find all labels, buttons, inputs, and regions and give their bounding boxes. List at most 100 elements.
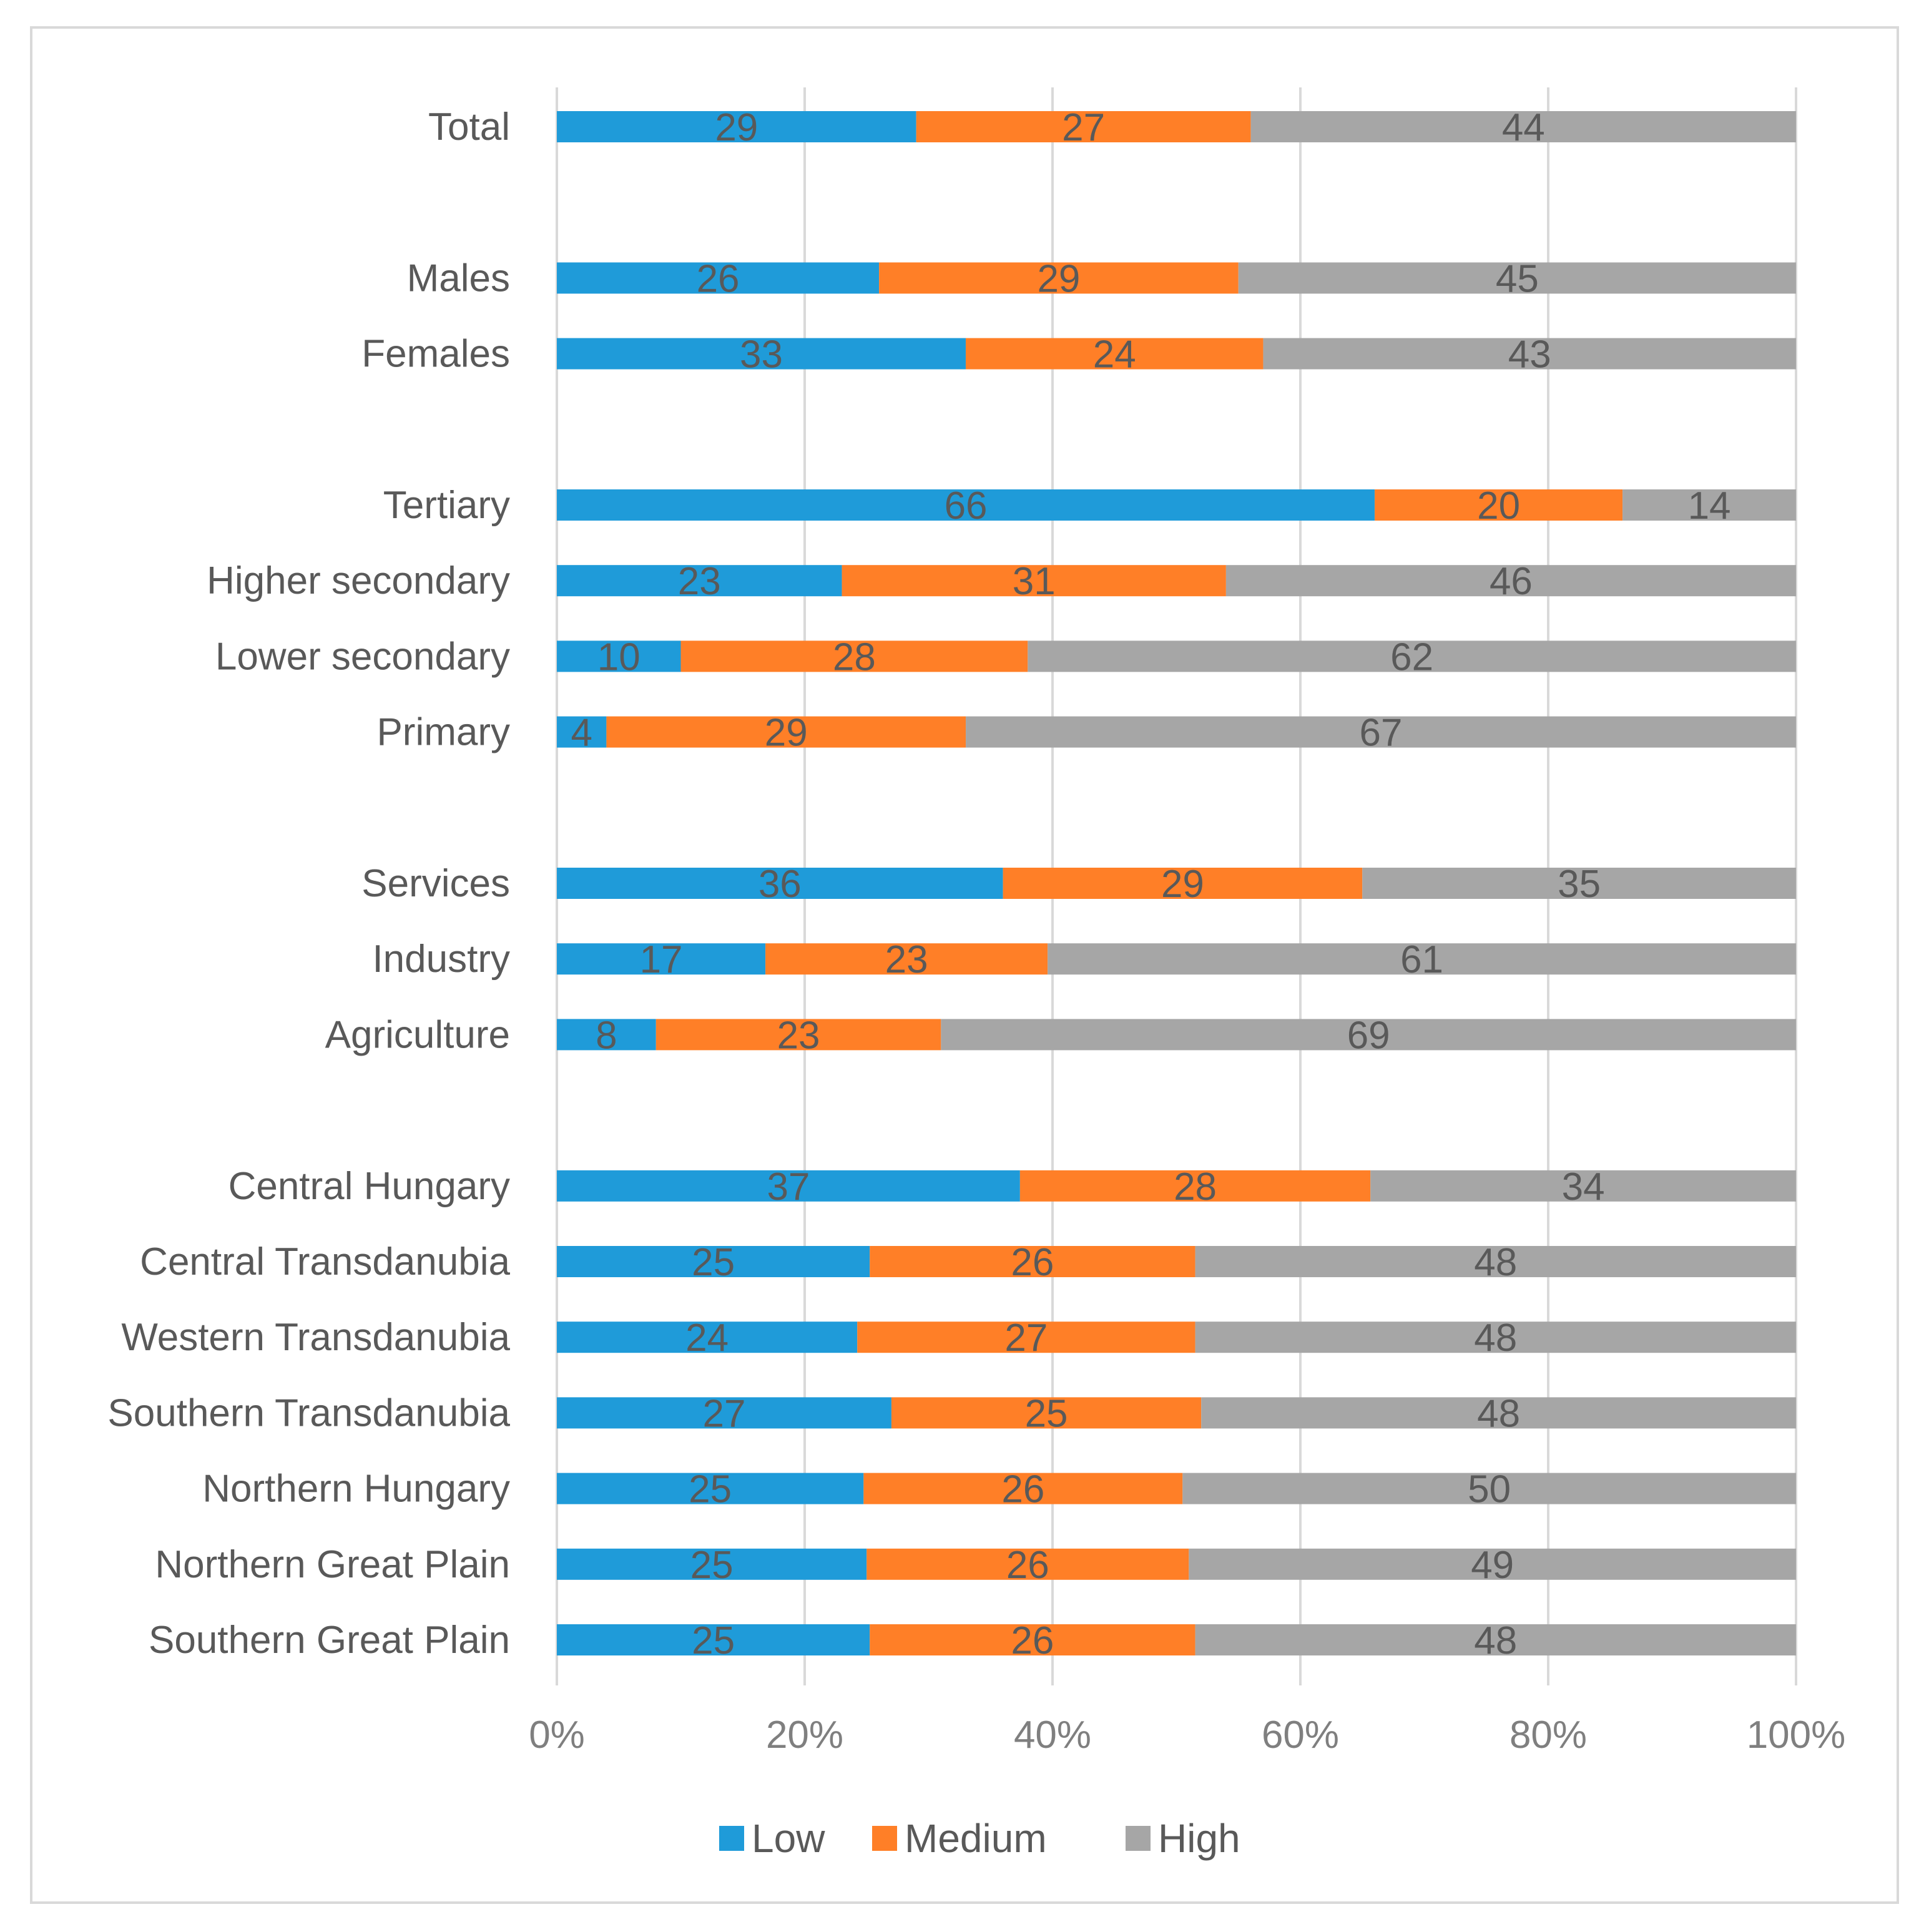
data-label-high: 46 bbox=[1490, 560, 1533, 603]
bar-medium bbox=[1003, 868, 1363, 899]
legend-label-medium: Medium bbox=[905, 1816, 1047, 1861]
category-label: Central Hungary bbox=[228, 1165, 510, 1208]
bar-medium bbox=[655, 1019, 941, 1051]
legend-label-high: High bbox=[1158, 1816, 1240, 1861]
bars bbox=[557, 111, 1796, 1655]
category-label: Higher secondary bbox=[207, 559, 510, 602]
data-label-medium: 20 bbox=[1477, 484, 1520, 527]
bar-high bbox=[941, 1019, 1796, 1051]
category-labels: Total Males Females Tertiary Higher secondar… bbox=[107, 105, 510, 1662]
bar-high bbox=[1182, 1473, 1796, 1504]
x-tick-label: 40% bbox=[1014, 1714, 1091, 1757]
x-axis-tick-labels: 0% 20% 40% 60% 80% 100% bbox=[529, 1714, 1845, 1757]
bar-medium bbox=[870, 1624, 1195, 1655]
data-label-high: 34 bbox=[1562, 1165, 1605, 1209]
bar-low bbox=[557, 1246, 870, 1277]
bar-low bbox=[557, 1548, 867, 1580]
data-label-low: 33 bbox=[740, 333, 783, 376]
bar-low bbox=[557, 338, 966, 370]
data-label-high: 61 bbox=[1400, 938, 1443, 981]
data-label-medium: 27 bbox=[1062, 106, 1105, 149]
bar-medium bbox=[765, 943, 1048, 975]
bar-high bbox=[1250, 111, 1796, 142]
bar-low bbox=[557, 1170, 1020, 1202]
legend-swatch-low bbox=[719, 1826, 744, 1851]
data-label-medium: 28 bbox=[833, 635, 876, 679]
category-label: Agriculture bbox=[325, 1013, 510, 1056]
data-labels: 29 27 44 26 29 45 33 24 43 66 20 14 23 31 46 10 28 62 4 29 6… bbox=[571, 106, 1730, 1662]
legend-swatch-high bbox=[1126, 1826, 1151, 1851]
bar-medium bbox=[891, 1397, 1202, 1429]
data-label-medium: 31 bbox=[1013, 560, 1056, 603]
bar-low bbox=[557, 1322, 858, 1353]
bar-medium bbox=[857, 1322, 1195, 1353]
category-label: Males bbox=[407, 257, 510, 300]
data-label-high: 69 bbox=[1347, 1014, 1390, 1057]
bar-low bbox=[557, 943, 766, 975]
bar-medium bbox=[870, 1246, 1195, 1277]
bar-medium bbox=[1019, 1170, 1371, 1202]
data-label-low: 37 bbox=[767, 1165, 810, 1209]
bar-medium bbox=[842, 565, 1226, 597]
bar-high bbox=[966, 716, 1796, 748]
data-label-low: 36 bbox=[758, 863, 802, 906]
data-label-medium: 29 bbox=[1037, 257, 1080, 300]
data-label-medium: 26 bbox=[1001, 1468, 1044, 1511]
data-label-medium: 29 bbox=[765, 712, 808, 755]
bar-low bbox=[557, 868, 1003, 899]
data-label-high: 48 bbox=[1474, 1317, 1517, 1360]
x-tick-label: 60% bbox=[1262, 1714, 1339, 1757]
bar-high bbox=[1622, 489, 1796, 521]
bar-low bbox=[557, 262, 880, 294]
category-label: Primary bbox=[376, 711, 510, 754]
bar-high bbox=[1225, 565, 1796, 597]
data-label-high: 45 bbox=[1496, 257, 1539, 300]
data-label-low: 17 bbox=[640, 938, 683, 981]
bar-high bbox=[1195, 1322, 1796, 1353]
category-label: Northern Hungary bbox=[202, 1468, 510, 1511]
legend: Low Medium High bbox=[719, 1816, 1240, 1861]
bar-medium bbox=[863, 1473, 1183, 1504]
data-label-low: 10 bbox=[597, 635, 641, 679]
data-label-high: 14 bbox=[1688, 484, 1731, 527]
bar-high bbox=[1048, 943, 1796, 975]
bar-low bbox=[557, 1473, 864, 1504]
data-label-high: 49 bbox=[1471, 1544, 1514, 1587]
data-label-high: 48 bbox=[1474, 1619, 1517, 1662]
data-label-low: 66 bbox=[945, 484, 988, 527]
data-label-medium: 28 bbox=[1174, 1165, 1217, 1209]
bar-high bbox=[1370, 1170, 1796, 1202]
bar-low bbox=[557, 1019, 656, 1051]
legend-label-low: Low bbox=[752, 1816, 825, 1861]
data-label-medium: 23 bbox=[885, 938, 928, 981]
data-label-high: 35 bbox=[1558, 863, 1601, 906]
bar-high bbox=[1189, 1548, 1796, 1580]
category-label: Services bbox=[361, 862, 510, 905]
data-label-low: 25 bbox=[692, 1241, 735, 1284]
data-label-medium: 23 bbox=[777, 1014, 820, 1057]
bar-low bbox=[557, 565, 842, 597]
bar-medium bbox=[1375, 489, 1623, 521]
bar-low bbox=[557, 1397, 891, 1429]
data-label-low: 24 bbox=[685, 1317, 729, 1360]
x-tick-label: 20% bbox=[766, 1714, 843, 1757]
bar-low bbox=[557, 489, 1375, 521]
category-label: Lower secondary bbox=[215, 635, 510, 678]
category-label: Central Transdanubia bbox=[140, 1240, 510, 1283]
data-label-medium: 26 bbox=[1011, 1619, 1054, 1662]
data-label-medium: 26 bbox=[1011, 1241, 1054, 1284]
data-label-medium: 27 bbox=[1004, 1317, 1048, 1360]
data-label-high: 62 bbox=[1390, 635, 1433, 679]
bar-high bbox=[1195, 1246, 1796, 1277]
category-label: Western Transdanubia bbox=[121, 1316, 510, 1359]
data-label-medium: 26 bbox=[1006, 1544, 1049, 1587]
data-label-low: 23 bbox=[678, 560, 721, 603]
x-tick-label: 100% bbox=[1747, 1714, 1846, 1757]
category-label: Southern Great Plain bbox=[149, 1619, 510, 1662]
bar-low bbox=[557, 640, 681, 672]
bar-high bbox=[1195, 1624, 1796, 1655]
bar-low bbox=[557, 716, 607, 748]
category-label: Northern Great Plain bbox=[155, 1543, 510, 1586]
data-label-low: 4 bbox=[571, 712, 592, 755]
